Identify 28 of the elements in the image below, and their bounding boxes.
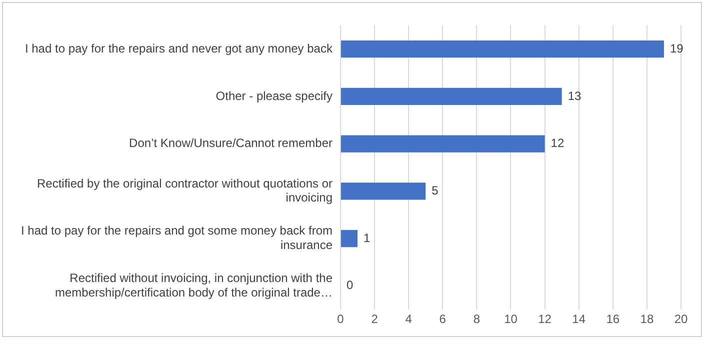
y-tick-label: Rectified by the original contractor without quotations or invoicing bbox=[36, 176, 332, 205]
x-tick-label: 10 bbox=[504, 312, 518, 326]
data-label: 0 bbox=[346, 278, 354, 292]
data-label: 19 bbox=[670, 41, 684, 56]
bar bbox=[340, 230, 358, 248]
data-label: 5 bbox=[432, 183, 439, 198]
x-tick-label: 18 bbox=[640, 312, 654, 326]
bar bbox=[340, 135, 545, 152]
x-tick-label: 0 bbox=[337, 312, 344, 326]
x-tick-label: 20 bbox=[674, 312, 688, 326]
bar bbox=[340, 40, 664, 58]
data-label: 13 bbox=[568, 88, 582, 103]
x-tick-label: 4 bbox=[405, 312, 412, 326]
bar bbox=[340, 88, 562, 105]
data-label: 1 bbox=[364, 230, 371, 245]
y-tick-label: Don’t Know/Unsure/Cannot remember bbox=[129, 136, 332, 150]
data-label: 12 bbox=[550, 136, 564, 150]
x-tick-label: 8 bbox=[473, 312, 480, 326]
x-tick-label: 14 bbox=[572, 312, 586, 326]
y-tick-label: I had to pay for the repairs and got some money back from insurance bbox=[20, 224, 333, 252]
y-tick-label: Rectified without invoicing, in conjunction with the membership/certification body of the original trade… bbox=[55, 271, 333, 300]
y-tick-label: Other - please specify bbox=[216, 88, 332, 103]
y-tick-label: I had to pay for the repairs and never got any money back bbox=[24, 41, 334, 56]
x-tick-label: 12 bbox=[538, 312, 552, 326]
bar bbox=[340, 182, 426, 200]
x-tick-label: 6 bbox=[439, 312, 446, 326]
x-tick-label: 2 bbox=[371, 312, 378, 326]
x-tick-label: 16 bbox=[606, 312, 620, 326]
